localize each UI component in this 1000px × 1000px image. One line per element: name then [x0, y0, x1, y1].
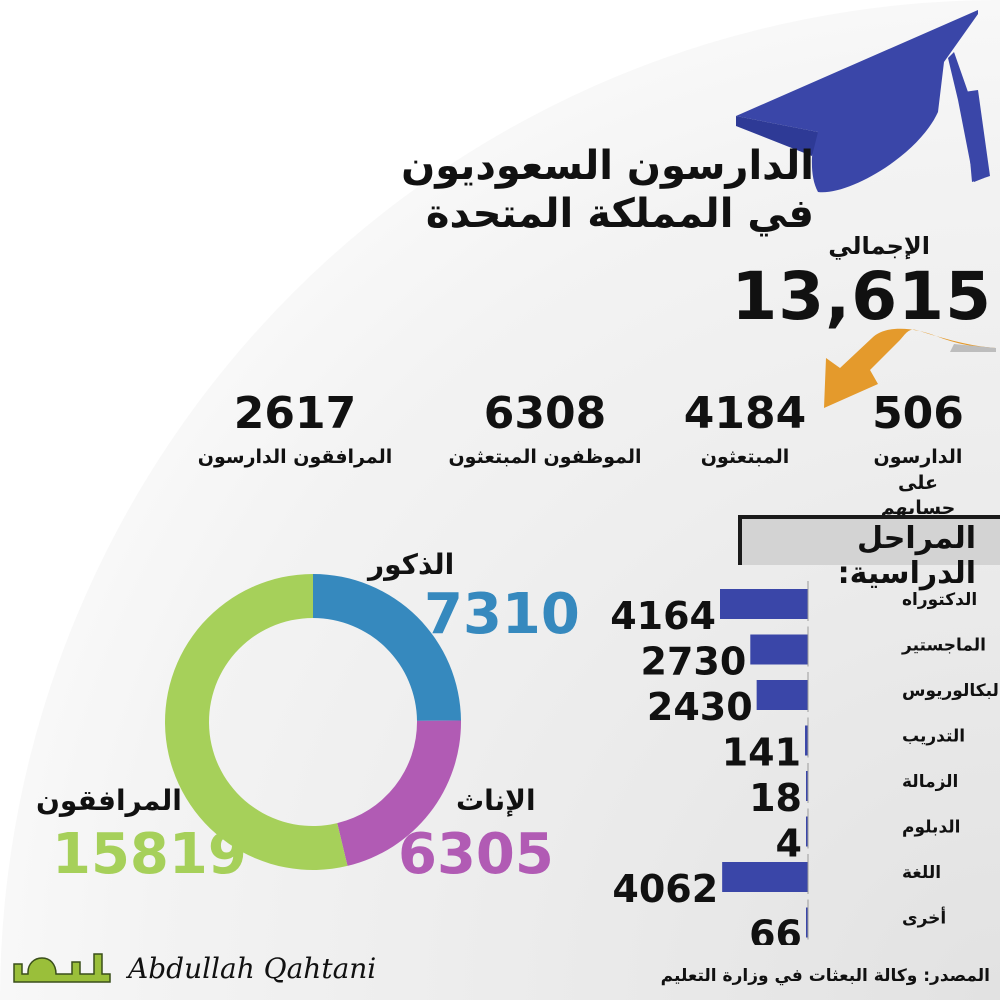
- bar: [720, 589, 808, 619]
- bar-label: الزمالة: [902, 772, 958, 792]
- stat-employees: 6308 الموظفون المبتعثون: [420, 388, 670, 471]
- stat-self-funded: 506 الدارسون على حسابهم: [836, 388, 1000, 522]
- stat-value: 6308: [483, 388, 607, 439]
- arrow-icon: [824, 328, 996, 408]
- bar-label: التدريب: [902, 727, 965, 747]
- bar-label: اللغة: [902, 863, 941, 883]
- section-title: المراحل الدراسية:: [837, 521, 976, 591]
- legend-value-female: 6305: [398, 822, 554, 887]
- stat-label: المرافقون الدارسون: [197, 446, 393, 468]
- okaz-logo: [10, 944, 116, 992]
- bar-value: 4164: [610, 594, 716, 638]
- legend-value-companions: 15819: [52, 822, 247, 887]
- stat-label: الموظفون المبتعثون: [448, 446, 642, 468]
- stat-companions: 2617 المرافقون الدارسون: [180, 388, 410, 471]
- bar: [805, 725, 808, 756]
- stat-value: 2617: [233, 388, 357, 439]
- legend-name-male: الذكور: [368, 548, 455, 581]
- bar-label: الدبلوم: [902, 818, 960, 838]
- bar: [722, 862, 808, 892]
- donut-slice: [313, 574, 461, 721]
- bar-value: 2730: [641, 640, 747, 684]
- okaz-logo-icon: [13, 953, 111, 983]
- donut-slice: [164, 574, 348, 870]
- legend-name-companions: المرافقون: [36, 784, 182, 817]
- bar-label: الماجستير: [901, 636, 986, 656]
- stat-value: 4184: [683, 388, 807, 439]
- title-line-1: الدارسون السعوديون: [401, 143, 814, 189]
- stat-scholarship: 4184 المبتعثون: [660, 388, 830, 471]
- bar: [750, 634, 808, 665]
- total-value: 13,615: [731, 258, 992, 335]
- signature: Abdullah Qahtani: [128, 952, 377, 985]
- stages-bar-chart: الدكتوراه 4164 الماجستير 2730 البكالوريوس 243…: [610, 581, 1000, 946]
- bar: [806, 816, 808, 847]
- bar-label: أخرى: [902, 907, 946, 929]
- bar-value: 18: [749, 776, 802, 820]
- title-line-2: في المملكة المتحدة: [425, 191, 814, 237]
- bar-value: 2430: [647, 685, 753, 729]
- legend-name-female: الإناث: [456, 784, 536, 817]
- legend-value-male: 7310: [424, 582, 580, 647]
- donut-slice: [337, 720, 461, 866]
- bar: [806, 771, 808, 801]
- bar-label: الدكتوراه: [902, 590, 977, 610]
- bar: [806, 907, 808, 938]
- section-header: المراحل الدراسية:: [738, 515, 1000, 591]
- stat-label: المبتعثون: [700, 446, 790, 468]
- stat-value: 506: [872, 388, 964, 439]
- graduation-cap-icon: [736, 10, 990, 193]
- bar-label: البكالوريوس: [902, 681, 1000, 701]
- bar-value: 66: [749, 913, 802, 946]
- bar-value: 4: [776, 822, 802, 866]
- total-label: الإجمالي: [828, 232, 930, 260]
- bar: [756, 680, 808, 710]
- source-text: المصدر: وكالة البعثات في وزارة التعليم: [660, 966, 990, 986]
- gender-donut-chart: [164, 574, 461, 870]
- bar-value: 141: [722, 731, 801, 775]
- stat-label: الدارسون على حسابهم: [873, 446, 963, 520]
- bar-value: 4062: [612, 867, 718, 911]
